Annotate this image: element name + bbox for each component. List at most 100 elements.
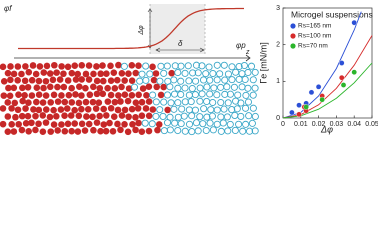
dilute-particle [163,91,172,99]
dense-particle [124,97,132,105]
dense-particle [12,113,19,121]
dilute-particle [160,69,168,77]
dilute-particle [231,126,239,134]
dilute-particle [202,70,210,78]
dilute-particle [192,119,201,127]
dilute-particle [187,98,195,106]
dilute-particle [221,76,229,84]
dense-particle [110,69,118,76]
dilute-particle [142,76,150,84]
dense-particle [128,105,136,113]
dilute-particle [185,91,193,99]
dilute-particle [213,61,221,69]
dense-particle [33,84,41,91]
dense-particle [64,63,72,71]
dilute-particle [181,127,189,135]
dense-particle [8,121,16,128]
dilute-particle [203,97,211,105]
dense-particle [135,119,142,127]
dilute-particle [239,127,247,135]
dense-particle [104,98,112,105]
dilute-particle [170,76,178,84]
dense-particle [129,121,136,128]
dense-particle [53,69,60,76]
dense-particle [149,106,157,113]
dense-particle [111,85,119,92]
dilute-particle [220,61,228,69]
dilute-particle [226,90,234,98]
dense-particle [160,83,167,91]
dense-particle [21,92,28,99]
dense-particle [14,106,22,114]
dense-particle [71,106,78,114]
dense-particle [85,76,93,83]
dilute-particle [156,77,164,85]
dphi-label: Δφ [138,25,145,36]
dense-particle [54,83,61,91]
dense-particle [89,113,96,121]
dilute-particle [142,62,150,70]
dense-particle [14,77,21,84]
dilute-particle [241,104,250,112]
dilute-particle [220,105,228,113]
dense-particle [85,62,93,69]
x-tick-label: 0 [281,121,285,128]
dense-particle [65,91,73,99]
dense-particle [93,119,101,126]
dense-particle [11,99,19,107]
y-tick-label: 2 [276,42,280,49]
dense-particle [85,120,93,128]
dilute-particle [185,77,193,85]
data-point [338,60,345,66]
dense-particle [107,104,115,112]
dense-particle [51,61,58,69]
dense-particle [68,99,76,106]
dense-particle [14,63,22,70]
dense-particle [118,83,125,91]
dense-particle [72,91,79,98]
dense-particle [15,120,22,128]
dense-particle [74,70,82,78]
dense-particle [40,69,48,76]
x-tick-label: 0.01 [294,121,308,128]
dense-particle [18,112,26,120]
dense-particle [121,106,129,114]
dense-particle [154,126,161,134]
dense-particle [145,98,153,105]
dilute-particle [188,84,196,93]
dense-particle [32,70,40,78]
dense-particle [47,99,55,106]
dense-particle [42,92,50,99]
dense-particle [39,99,47,106]
dense-particle [121,120,128,128]
dense-particle [125,70,132,77]
dilute-particle [210,84,218,92]
dense-particle [0,105,7,112]
dense-particle [0,77,8,85]
dense-particle [92,105,100,112]
dense-particle [90,70,97,78]
dense-particle [35,106,43,114]
dilute-particle [196,84,204,92]
dense-particle [93,77,101,85]
dense-particle [7,63,14,70]
dense-particle [145,112,153,120]
dilute-particle [206,76,214,84]
dense-particle [128,77,136,84]
dense-particle [117,126,124,134]
dense-particle [72,76,80,83]
dense-particle [99,77,107,85]
dilute-particle [249,91,257,99]
dilute-particle [203,83,211,91]
dilute-particle [251,112,259,121]
dilute-particle [157,62,165,70]
dilute-particle [223,113,231,121]
dilute-particle [244,84,252,92]
dilute-particle [213,106,221,114]
dense-particle [76,83,83,91]
dense-particle [10,128,18,135]
dilute-particle [170,90,179,98]
dense-particle [118,112,126,119]
dense-particle [135,62,142,70]
dilute-particle [185,106,193,114]
